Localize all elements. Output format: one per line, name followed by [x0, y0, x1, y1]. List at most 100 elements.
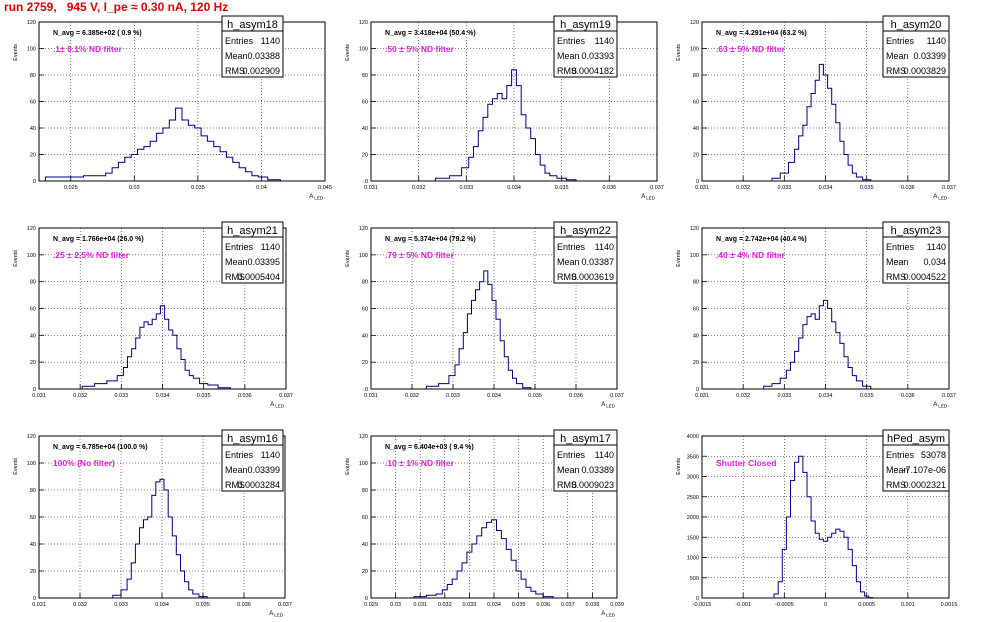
- stats-title: hPed_asym: [887, 433, 945, 445]
- x-tick-label: 0.001: [901, 602, 915, 608]
- x-tick-label: 0.037: [942, 393, 956, 399]
- y-tick-label: 60: [362, 307, 368, 313]
- stats-value: 0.0004182: [571, 66, 614, 76]
- n-avg-label: N_avg = 5.374e+04 (79.2 %): [385, 236, 476, 243]
- x-tick-label: 0.033: [459, 185, 473, 191]
- x-tick-label: 0.034: [819, 393, 833, 399]
- stats-title: h_asym21: [227, 225, 278, 237]
- stats-label: Entries: [886, 242, 915, 252]
- stats-value: 0.03388: [247, 51, 280, 61]
- stats-box: [553, 236, 618, 284]
- stats-title: h_asym18: [227, 19, 278, 31]
- y-tick-label: 60: [362, 515, 368, 521]
- x-tick-label: 0.036: [602, 185, 616, 191]
- stats-label: Mean: [557, 257, 580, 267]
- y-axis-title: Events: [345, 458, 351, 475]
- y-tick-label: 100: [359, 47, 368, 53]
- stats-box: [221, 444, 284, 492]
- x-tick-label: 0.034: [819, 185, 833, 191]
- x-tick-label: -0.001: [735, 602, 751, 608]
- y-tick-label: 1500: [687, 535, 699, 541]
- y-tick-label: 0: [365, 179, 368, 185]
- histogram-panel-h_asym22: 0.031 0.032 0.033 0.034 0.035 0.036 0.037 0 20 40…: [345, 221, 624, 409]
- x-tick-label: 0.0015: [941, 602, 958, 608]
- x-tick-label: 0.031: [413, 602, 427, 608]
- run-title: run 2759, 945 V, I_pe ≈ 0.30 nA, 120 Hz: [4, 0, 229, 14]
- x-tick-label: 0.039: [610, 602, 624, 608]
- y-tick-label: 20: [693, 360, 699, 366]
- filter-label: 100% (No filter): [53, 458, 115, 468]
- x-tick-label: 0.036: [237, 602, 251, 608]
- stats-box: [221, 236, 284, 284]
- x-tick-label: 0.036: [536, 602, 550, 608]
- x-tick-label: 0.033: [446, 393, 460, 399]
- n-avg-label: N_avg = 6.404e+03 ( 9.4 %): [385, 444, 474, 451]
- stats-label: Entries: [886, 36, 915, 46]
- stats-value: 0.034: [923, 257, 946, 267]
- histogram-panel-h_asym18: 0.025 0.03 0.035 0.04 0.045 0 20 40 60 80 100 120 Ev…: [13, 15, 332, 201]
- x-tick-label: 0.035: [528, 393, 542, 399]
- y-tick-label: 100: [27, 461, 36, 467]
- x-tick-label: 0.037: [561, 602, 575, 608]
- stats-box: [882, 236, 950, 284]
- y-tick-label: 80: [693, 280, 699, 286]
- x-tick-label: 0.035: [196, 602, 210, 608]
- stats-value: 0.03399: [247, 465, 280, 475]
- y-tick-label: 100: [359, 461, 368, 467]
- y-tick-label: 0: [696, 179, 699, 185]
- y-tick-label: 40: [30, 126, 36, 132]
- y-tick-label: 0: [33, 596, 36, 602]
- stats-label: Entries: [557, 36, 586, 46]
- x-axis-title: ALED: [933, 194, 948, 201]
- x-tick-label: 0.03: [390, 602, 401, 608]
- y-tick-label: 60: [30, 100, 36, 106]
- y-tick-label: 40: [693, 333, 699, 339]
- x-tick-label: 0.035: [512, 602, 526, 608]
- y-tick-label: 0: [696, 596, 699, 602]
- stats-title: h_asym16: [227, 433, 278, 445]
- y-tick-label: 20: [30, 360, 36, 366]
- stats-value: 0.03389: [581, 465, 614, 475]
- y-axis-title: Events: [676, 250, 682, 267]
- stats-value: 0.03399: [913, 51, 946, 61]
- x-tick-label: 0.032: [736, 185, 750, 191]
- x-tick-label: 0.032: [73, 393, 87, 399]
- stats-value: 0.0004522: [903, 272, 946, 282]
- y-tick-label: 60: [362, 100, 368, 106]
- n-avg-label: N_avg = 3.418e+04 (50.4 %): [385, 30, 476, 37]
- y-tick-label: 20: [693, 153, 699, 159]
- x-tick-label: 0.032: [405, 393, 419, 399]
- y-tick-label: 0: [33, 387, 36, 393]
- stats-label: Entries: [225, 450, 254, 460]
- y-tick-label: 80: [362, 488, 368, 494]
- filter-label: .63 ± 5% ND filter: [716, 44, 786, 54]
- stats-label: Entries: [557, 242, 586, 252]
- y-tick-label: 120: [690, 20, 699, 26]
- histogram-panel-h_asym21: 0.031 0.032 0.033 0.034 0.035 0.036 0.037 0 20 40…: [13, 221, 293, 409]
- y-axis-title: Events: [345, 44, 351, 61]
- y-tick-label: 20: [362, 360, 368, 366]
- stats-label: Mean: [886, 257, 909, 267]
- stats-value: 1140: [261, 450, 280, 460]
- y-tick-label: 20: [30, 153, 36, 159]
- filter-label: .40 ± 4% ND filter: [716, 250, 786, 260]
- filter-label: .50 ± 5% ND filter: [385, 44, 455, 54]
- x-tick-label: 0.038: [586, 602, 600, 608]
- x-tick-label: 0.033: [777, 185, 791, 191]
- stats-label: RMS: [557, 480, 577, 490]
- stats-value: 0.03387: [581, 257, 614, 267]
- x-tick-label: 0.036: [901, 393, 915, 399]
- y-axis-title: Events: [13, 44, 19, 61]
- y-tick-label: 2000: [687, 515, 699, 521]
- x-tick-label: 0: [824, 602, 827, 608]
- y-tick-label: 2500: [687, 495, 699, 501]
- x-tick-label: 0.037: [278, 602, 292, 608]
- stats-label: RMS: [225, 272, 245, 282]
- x-tick-label: 0.032: [73, 602, 87, 608]
- y-tick-label: 120: [359, 226, 368, 232]
- stats-box: [221, 30, 284, 78]
- histogram-series-h_asym18: [44, 107, 281, 181]
- x-tick-label: 0.033: [463, 602, 477, 608]
- y-tick-label: 0: [365, 596, 368, 602]
- y-tick-label: 60: [30, 307, 36, 313]
